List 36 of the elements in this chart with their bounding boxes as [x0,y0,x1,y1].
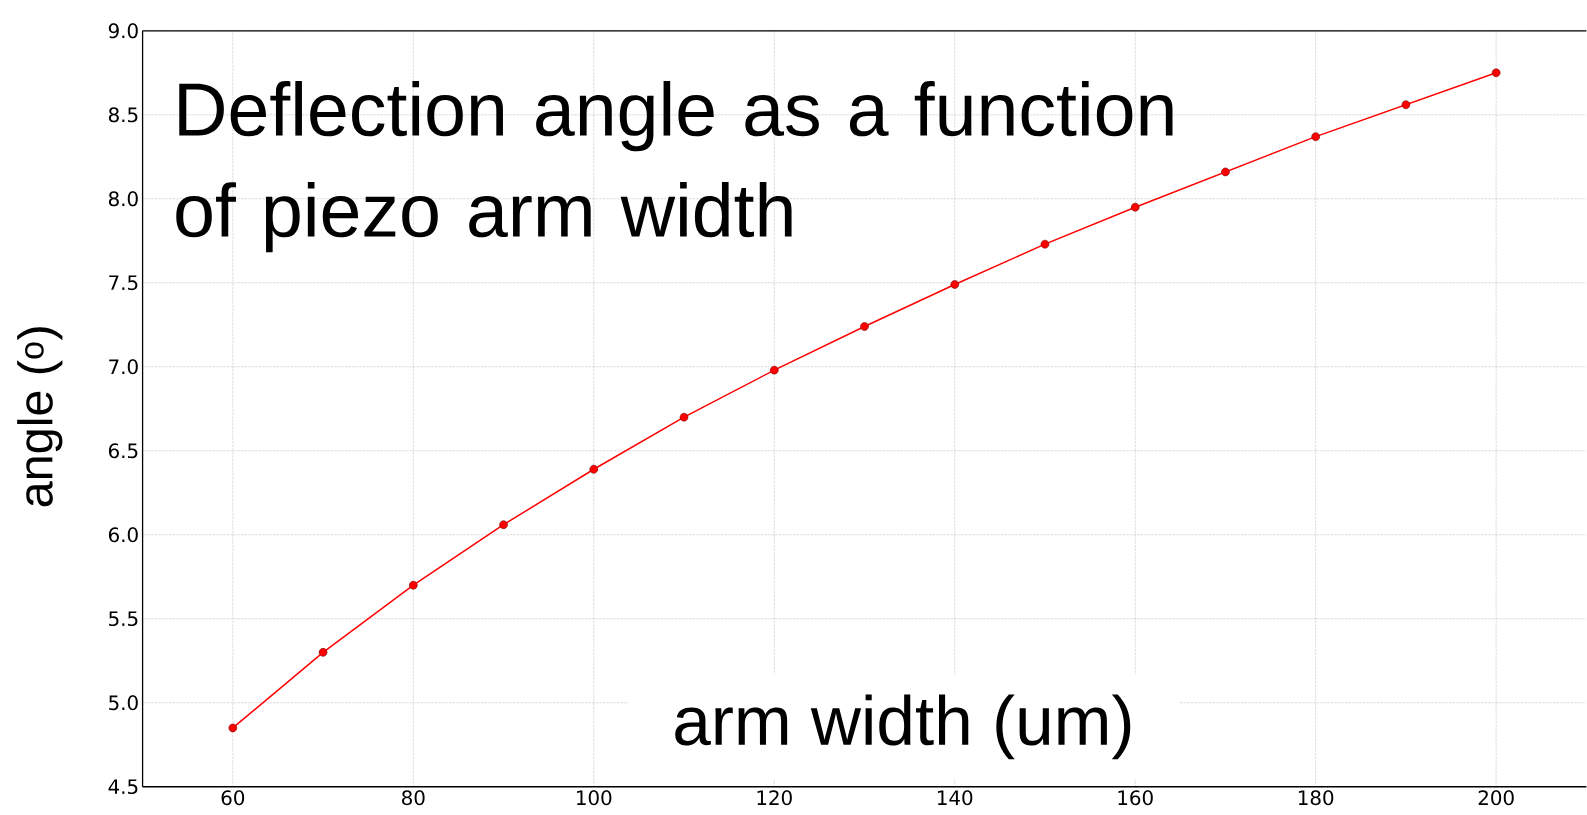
x-tick-label: 180 [1298,790,1334,806]
y-tick-label: 8.0 [108,191,138,207]
x-tick-label: 200 [1478,790,1514,806]
point [1130,202,1140,212]
point [679,412,689,422]
y-tick-label: 7.5 [109,275,138,290]
x-tick-label: 60 [221,790,245,806]
point [499,520,508,529]
y-tick-label: 6.5 [108,443,138,459]
y-tick-label: 6.0 [108,527,138,543]
y-tick-label: 7.0 [109,359,138,375]
x-axis-title: arm width (um) [675,694,1131,759]
y-tick-label: 4.5 [108,779,138,794]
point [589,464,599,474]
x-tick-label: 120 [757,790,792,806]
y-tick-label: 5.5 [109,611,138,626]
point [1401,100,1411,109]
y-tick-label: 5.0 [109,695,138,711]
point [409,580,418,590]
point [228,723,238,733]
y-tick-label: 8.5 [108,107,138,123]
x-tick-label: 160 [1118,790,1153,806]
y-axis-title: angle ($^{o}$) [17,327,63,507]
text: Deflection angle as a function of piezo arm width [176,80,1173,253]
point [950,280,960,289]
point [1491,68,1501,77]
point [1040,239,1050,249]
x-tick-label: 140 [938,790,973,806]
point [318,647,328,657]
x-tick-label: 80 [402,790,425,806]
point [860,322,869,331]
y-tick-label: 9.0 [108,23,138,39]
point [1311,132,1320,141]
point [1221,167,1230,177]
point [769,365,779,375]
x-tick-label: 100 [577,790,612,806]
